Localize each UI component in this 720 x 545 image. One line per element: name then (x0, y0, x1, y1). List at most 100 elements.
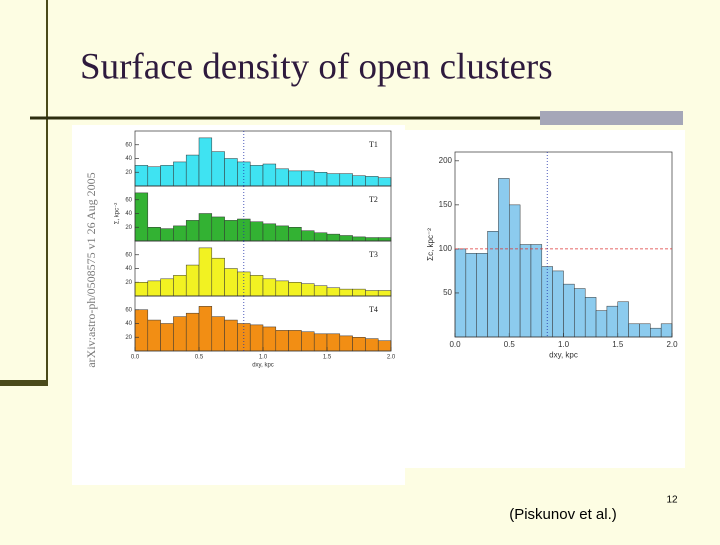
y-tick-label: 50 (443, 288, 452, 297)
histogram-bar (313, 333, 328, 352)
histogram-bar (313, 232, 328, 242)
histogram-bar (275, 330, 289, 352)
y-tick-label: 60 (125, 197, 132, 203)
histogram-bar (552, 270, 564, 338)
x-tick-label: 1.0 (558, 340, 570, 349)
arxiv-sidebar: arXiv:astro-ph/0508575 v1 26 Aug 2005 (84, 172, 98, 367)
histogram-bar (288, 330, 302, 352)
histogram-bar (173, 161, 187, 187)
histogram-bar (326, 287, 341, 297)
histogram-bar (365, 237, 379, 242)
histogram-bar (487, 231, 499, 338)
histogram-bar (224, 319, 238, 352)
histogram-bar (249, 221, 264, 242)
histogram-bar (224, 158, 238, 187)
histogram-bar (301, 230, 315, 242)
histogram-bar (198, 247, 213, 297)
histogram-bar (249, 275, 264, 297)
y-tick-label: 60 (125, 252, 132, 258)
histogram-bar (339, 235, 353, 242)
histogram-bar (134, 282, 149, 297)
histogram-bar (211, 257, 225, 297)
histogram-bar (617, 301, 629, 338)
panel-title: T2 (369, 195, 378, 204)
histogram-bar (288, 227, 302, 242)
histogram-bar (326, 173, 341, 187)
histogram-bar (352, 236, 366, 242)
panel-title: T1 (369, 140, 378, 149)
x-tick-label: 0.5 (195, 355, 204, 361)
histogram-bar (595, 310, 608, 338)
y-tick-label: 60 (125, 142, 132, 148)
y-tick-label: 40 (125, 321, 132, 327)
histogram-bar (275, 168, 289, 187)
histogram-bar (147, 280, 161, 297)
histogram-bar (365, 290, 379, 297)
histogram-bar (476, 253, 488, 338)
histogram-bar (313, 285, 328, 297)
histogram-bar (147, 319, 161, 352)
histogram-bar (262, 223, 277, 242)
histogram-bar (160, 165, 174, 187)
histogram-bar (313, 172, 328, 187)
histogram-bar (173, 275, 187, 297)
x-tick-label: 0.0 (131, 355, 140, 361)
histogram-bar (377, 290, 392, 297)
histogram-bar (185, 154, 200, 187)
histogram-bar (639, 323, 651, 338)
histogram-bar (584, 297, 597, 338)
histogram-bar (628, 323, 640, 338)
histogram-bar (352, 288, 366, 297)
histogram-bar (509, 204, 521, 338)
histogram-bar (288, 282, 302, 297)
histogram-bar (606, 305, 619, 338)
x-tick-label: 1.0 (259, 355, 268, 361)
histogram-bar (660, 323, 673, 338)
y-tick-label: 100 (439, 244, 453, 253)
histogram-bar (160, 228, 174, 242)
histogram-bar (134, 165, 149, 187)
histogram-bar (185, 312, 200, 352)
x-tick-label: 2.0 (387, 355, 396, 361)
histogram-bar (465, 253, 477, 338)
rule-accent (540, 111, 683, 125)
histogram-bar (134, 309, 149, 352)
histogram-bar (365, 176, 379, 187)
y-axis-label: Σc, kpc⁻² (426, 228, 435, 261)
y-tick-label: 40 (125, 156, 132, 162)
histogram-bar (224, 220, 238, 242)
histogram-bar (352, 337, 366, 352)
y-tick-label: 20 (125, 170, 132, 176)
x-tick-label: 2.0 (666, 340, 678, 349)
histogram-bar (275, 280, 289, 297)
histogram-bar (198, 137, 213, 187)
x-tick-label: 1.5 (323, 355, 332, 361)
histogram-bar (288, 170, 302, 187)
histogram-bar (237, 323, 251, 352)
histogram-bar (211, 216, 225, 242)
histogram-bar (147, 227, 161, 242)
histogram-bar (275, 225, 289, 242)
page-number: 12 (666, 495, 678, 506)
histogram-bar (185, 264, 200, 297)
histogram-bar (339, 173, 353, 187)
histogram-bar (160, 278, 174, 297)
histogram-bar (173, 316, 187, 352)
histogram-bar (326, 333, 341, 352)
x-tick-label: 1.5 (612, 340, 624, 349)
x-tick-label: 0.5 (504, 340, 516, 349)
histogram-bar (224, 268, 238, 297)
histogram-bar (650, 327, 662, 338)
y-tick-label: 20 (125, 335, 132, 341)
histogram-bar (249, 324, 264, 352)
histogram-bar (352, 175, 366, 187)
histogram-bar (249, 165, 264, 187)
histogram-bar (301, 170, 315, 187)
y-tick-label: 60 (125, 307, 132, 313)
caption: (Piskunov et al.) (509, 506, 617, 523)
y-tick-label: 40 (125, 211, 132, 217)
panel-title: T4 (369, 305, 378, 314)
histogram-bar (301, 331, 315, 352)
histogram-bar (173, 225, 187, 242)
